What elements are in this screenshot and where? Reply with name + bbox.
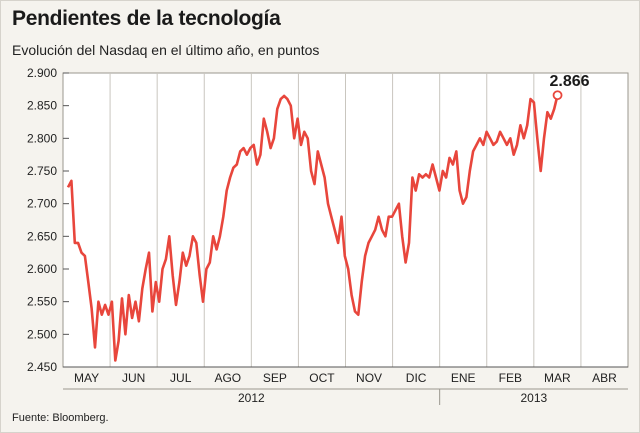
y-tick-label: 2.750 bbox=[27, 164, 57, 178]
month-label: JUL bbox=[170, 371, 192, 385]
chart-title: Pendientes de la tecnología bbox=[12, 7, 281, 30]
last-value-marker bbox=[552, 90, 563, 101]
month-label: SEP bbox=[263, 371, 287, 385]
month-label: DIC bbox=[406, 371, 427, 385]
y-tick-label: 2.600 bbox=[27, 262, 57, 276]
y-tick-label: 2.650 bbox=[27, 229, 57, 243]
y-tick-label: 2.500 bbox=[27, 327, 57, 341]
month-label: JUN bbox=[122, 371, 145, 385]
year-label: 2012 bbox=[238, 391, 265, 405]
source-note: Fuente: Bloomberg. bbox=[12, 412, 109, 424]
x-axis: MAY JUN JUL AGO SEP OCT NOV DIC ENE FEB MAR ABR 2012… bbox=[63, 366, 628, 405]
y-tick-label: 2.700 bbox=[27, 197, 57, 211]
y-tick-label: 2.550 bbox=[27, 295, 57, 309]
chart-subtitle: Evolución del Nasdaq en el último año, e… bbox=[12, 42, 320, 58]
month-label: NOV bbox=[356, 371, 382, 385]
month-label: MAY bbox=[74, 371, 99, 385]
y-tick-label: 2.850 bbox=[27, 99, 57, 113]
year-label: 2013 bbox=[520, 391, 547, 405]
month-label: ENE bbox=[451, 371, 476, 385]
nasdaq-series-line bbox=[66, 94, 559, 362]
y-axis: 2.450 2.500 2.550 2.600 2.650 2.700 2.750 2.800… bbox=[27, 66, 69, 374]
last-value-label: 2.866 bbox=[550, 73, 590, 90]
month-label: MAR bbox=[544, 371, 571, 385]
y-tick-label: 2.900 bbox=[27, 66, 57, 80]
grid-lines bbox=[109, 73, 582, 367]
y-tick-label: 2.800 bbox=[27, 131, 57, 145]
month-label: OCT bbox=[309, 371, 335, 385]
y-tick-label: 2.450 bbox=[27, 360, 57, 374]
month-label: FEB bbox=[499, 371, 522, 385]
month-label: AGO bbox=[214, 371, 241, 385]
month-label: ABR bbox=[592, 371, 617, 385]
